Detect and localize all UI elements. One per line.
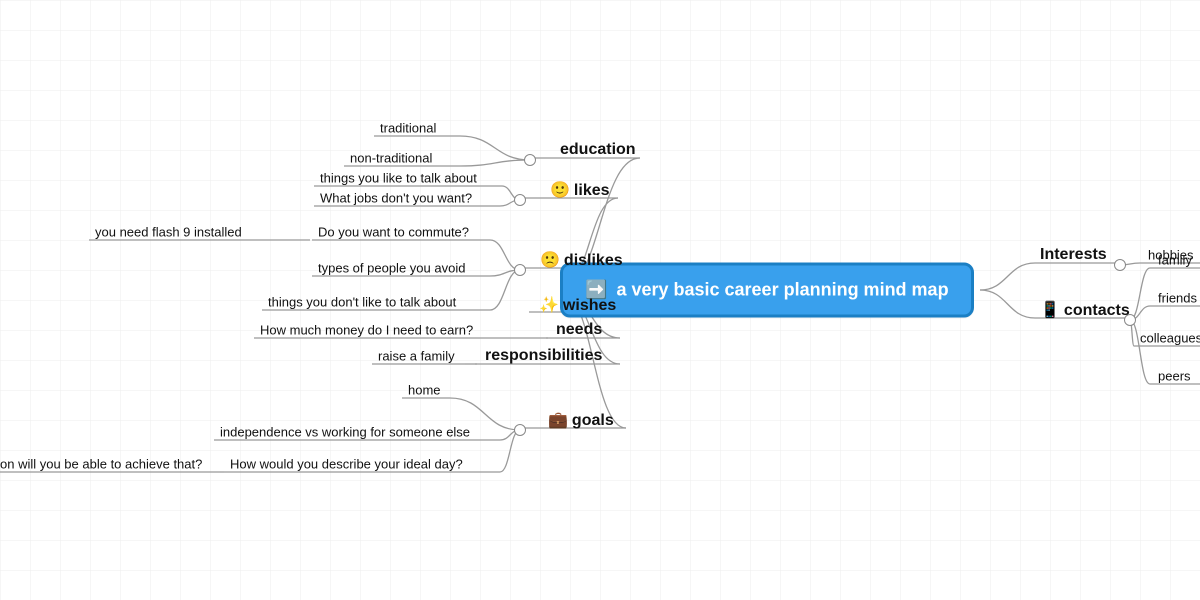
branch-wishes[interactable]: ✨wishes — [539, 295, 616, 315]
central-label: a very basic career planning mind map — [616, 280, 948, 300]
branch-contacts-icon: 📱 — [1040, 300, 1060, 320]
leaf-1-1-label: What jobs don't you want? — [320, 191, 472, 206]
leaf-5-0[interactable]: raise a family — [378, 349, 455, 364]
leaf-2-1-label: types of people you avoid — [318, 261, 465, 276]
leaf-0-1[interactable]: non-traditional — [350, 151, 432, 166]
leaf-5-0-label: raise a family — [378, 349, 455, 364]
leaf-r-1-3[interactable]: peers — [1158, 369, 1191, 384]
leaf-r-1-3-label: peers — [1158, 369, 1191, 384]
branch-hub — [514, 264, 526, 276]
branch-responsibilities-label: responsibilities — [485, 347, 602, 364]
leaf-r-1-0-label: family — [1158, 253, 1192, 268]
branch-contacts[interactable]: 📱contacts — [1040, 300, 1130, 320]
leaf-2-0[interactable]: Do you want to commute? — [318, 225, 469, 240]
branch-contacts-label: contacts — [1064, 302, 1130, 319]
leaf-0-1-label: non-traditional — [350, 151, 432, 166]
leaf-6-1[interactable]: independence vs working for someone else — [220, 425, 470, 440]
extra-leaf-1-label: on will you be able to achieve that? — [0, 457, 202, 472]
leaf-6-0-label: home — [408, 383, 441, 398]
leaf-r-1-0[interactable]: family — [1158, 253, 1192, 268]
central-node[interactable]: ➡️ a very basic career planning mind map — [560, 263, 974, 318]
leaf-6-2[interactable]: How would you describe your ideal day? — [230, 457, 463, 472]
branch-goals-icon: 💼 — [548, 410, 568, 430]
branch-interests[interactable]: Interests — [1040, 246, 1107, 264]
branch-goals[interactable]: 💼goals — [548, 410, 614, 430]
leaf-2-1[interactable]: types of people you avoid — [318, 261, 465, 276]
branch-dislikes[interactable]: 🙁dislikes — [540, 250, 623, 270]
leaf-2-2[interactable]: things you don't like to talk about — [268, 295, 456, 310]
branch-responsibilities[interactable]: responsibilities — [485, 347, 602, 365]
leaf-r-1-1[interactable]: friends — [1158, 291, 1197, 306]
leaf-1-1[interactable]: What jobs don't you want? — [320, 191, 472, 206]
leaf-6-0[interactable]: home — [408, 383, 441, 398]
extra-leaf-0[interactable]: you need flash 9 installed — [95, 225, 242, 240]
branch-hub — [514, 424, 526, 436]
extra-leaf-0-label: you need flash 9 installed — [95, 225, 242, 240]
branch-hub — [1114, 259, 1126, 271]
leaf-1-0-label: things you like to talk about — [320, 171, 477, 186]
branch-needs-label: needs — [556, 321, 602, 338]
branch-education[interactable]: education — [560, 141, 636, 159]
branch-education-label: education — [560, 141, 636, 158]
leaf-4-0-label: How much money do I need to earn? — [260, 323, 473, 338]
branch-likes-label: likes — [574, 182, 610, 199]
leaf-4-0[interactable]: How much money do I need to earn? — [260, 323, 473, 338]
mindmap-canvas[interactable]: ➡️ a very basic career planning mind map… — [0, 0, 1200, 600]
leaf-1-0[interactable]: things you like to talk about — [320, 171, 477, 186]
branch-hub — [514, 194, 526, 206]
leaf-6-2-label: How would you describe your ideal day? — [230, 457, 463, 472]
branch-likes-icon: 🙂 — [550, 180, 570, 200]
branch-goals-label: goals — [572, 412, 614, 429]
branch-dislikes-label: dislikes — [564, 252, 623, 269]
leaf-r-1-2[interactable]: colleagues — [1140, 331, 1200, 346]
branch-wishes-label: wishes — [563, 297, 616, 314]
leaf-2-0-label: Do you want to commute? — [318, 225, 469, 240]
leaf-2-2-label: things you don't like to talk about — [268, 295, 456, 310]
branch-needs[interactable]: needs — [556, 321, 602, 339]
branch-likes[interactable]: 🙂likes — [550, 180, 610, 200]
branch-interests-label: Interests — [1040, 246, 1107, 263]
leaf-0-0-label: traditional — [380, 121, 436, 136]
branch-dislikes-icon: 🙁 — [540, 250, 560, 270]
branch-wishes-icon: ✨ — [539, 295, 559, 315]
branch-hub — [524, 154, 536, 166]
leaf-0-0[interactable]: traditional — [380, 121, 436, 136]
leaf-6-1-label: independence vs working for someone else — [220, 425, 470, 440]
leaf-r-1-2-label: colleagues — [1140, 331, 1200, 346]
leaf-r-1-1-label: friends — [1158, 291, 1197, 306]
extra-leaf-1[interactable]: on will you be able to achieve that? — [0, 457, 202, 472]
